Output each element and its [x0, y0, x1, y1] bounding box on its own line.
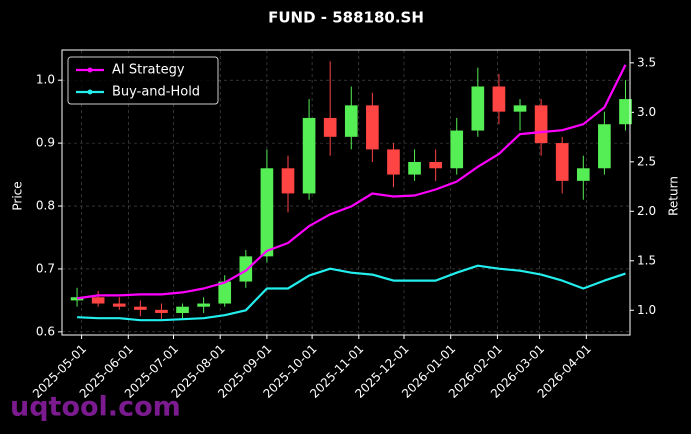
candle-body [492, 86, 506, 112]
candle-body [302, 117, 316, 194]
candle-body [218, 281, 232, 304]
candle-body [366, 105, 379, 150]
candle-body [134, 306, 147, 310]
candle-body [619, 99, 632, 125]
legend-box [67, 56, 219, 105]
candle-body [471, 86, 485, 131]
candle-body [555, 143, 569, 181]
candle-body [429, 161, 442, 169]
candle-body [323, 117, 337, 137]
y2-axis-label: Return [667, 176, 681, 216]
y-tick-label: 0.9 [36, 136, 55, 150]
candle-body [576, 168, 590, 181]
y-tick-label: 0.7 [36, 261, 55, 275]
chart-title: FUND - 588180.SH [268, 9, 424, 27]
y2-tick-label: 2.5 [637, 154, 656, 168]
candle-body [513, 105, 527, 112]
plot-frame [61, 49, 631, 336]
legend: AI Strategy Buy-and-Hold [67, 56, 219, 105]
candle-body [344, 105, 358, 137]
y-tick-label: 1.0 [36, 73, 55, 87]
candle-body [239, 256, 253, 282]
y-tick-label: 0.6 [36, 324, 55, 338]
y2-tick-label: 3.5 [637, 55, 656, 69]
candle-body [534, 105, 548, 144]
candle-body [408, 161, 421, 175]
candle-body [450, 130, 464, 169]
watermark: uqtool.com [10, 392, 181, 423]
candle-body [197, 303, 210, 307]
legend-marker [87, 67, 93, 73]
y2-tick-label: 3.0 [637, 105, 656, 119]
candle-body [155, 309, 168, 313]
candle-body [70, 297, 84, 301]
candle-body [91, 297, 105, 304]
y2-tick-label: 2.0 [637, 204, 656, 218]
legend-label: AI Strategy [112, 63, 185, 78]
line-series [77, 264, 626, 322]
line-series [76, 64, 627, 300]
candle-body [112, 303, 126, 307]
y2-tick-label: 1.5 [637, 253, 656, 267]
candle-body [260, 168, 274, 257]
y2-tick-label: 1.0 [637, 303, 656, 317]
legend-marker [87, 89, 93, 95]
candle-body [176, 306, 189, 313]
candle-body [598, 124, 611, 169]
candle-body [281, 168, 295, 194]
y-axis-label: Price [11, 181, 25, 210]
y-tick-label: 0.8 [36, 199, 55, 213]
legend-label: Buy-and-Hold [112, 85, 200, 100]
candle-body [387, 149, 400, 175]
